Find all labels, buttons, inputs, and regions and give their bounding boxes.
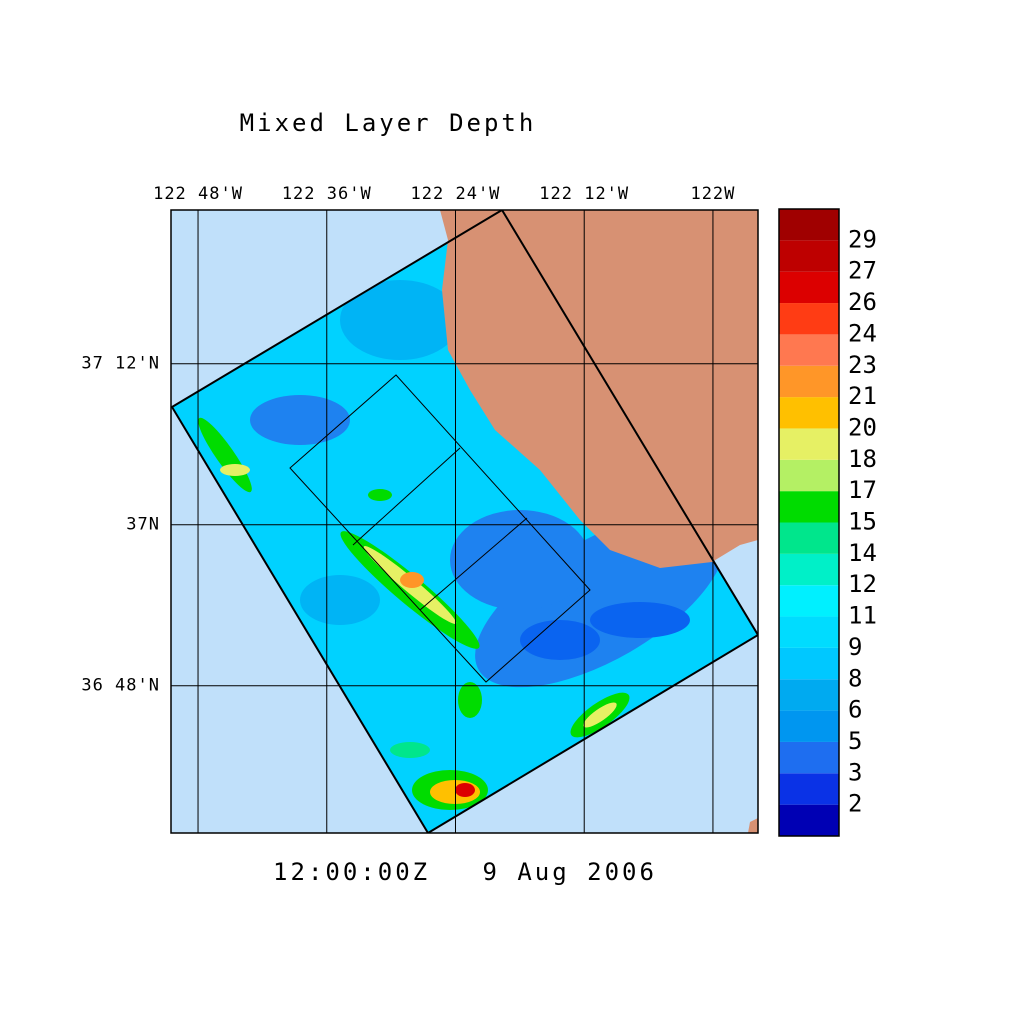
y-tick-label: 37N [126, 515, 160, 535]
colorbar-segment [779, 334, 839, 366]
land [748, 818, 758, 833]
colorbar-segment [779, 647, 839, 680]
land [440, 210, 758, 568]
x-tick-label: 122 48'W [153, 184, 243, 204]
title: Mixed Layer Depth [240, 109, 537, 137]
colorbar-label: 15 [848, 508, 877, 536]
colorbar-label: 18 [848, 445, 877, 473]
colorbar-label: 23 [848, 351, 877, 379]
colorbar-label: 14 [848, 539, 877, 567]
colorbar-segment [779, 679, 839, 711]
sub-domains [289, 374, 591, 683]
colorbar-label: 24 [848, 319, 877, 347]
x-tick-label: 122W [690, 184, 735, 204]
colorbar-segment [779, 240, 839, 272]
colorbar-segment [779, 585, 839, 617]
x-tick-label: 122 12'W [539, 184, 629, 204]
colorbar-segment [779, 553, 839, 586]
time-label: 12:00:00Z 9 Aug 2006 [273, 858, 657, 886]
domain-outline [171, 210, 758, 833]
colorbar-segment [779, 773, 839, 805]
colorbar-frame [778, 208, 840, 837]
colorbar-segment [779, 303, 839, 335]
colorbar-label: 11 [848, 602, 877, 630]
x-tick-label: 122 24'W [411, 184, 501, 204]
colorbar-segment [779, 459, 839, 492]
colorbar-segment [779, 522, 839, 554]
y-tick-label: 36 48'N [81, 676, 160, 696]
colorbar-label: 9 [848, 633, 862, 661]
colorbar-segment [779, 397, 839, 429]
colorbar-label: 3 [848, 758, 862, 786]
colorbar-segment [779, 491, 839, 523]
colorbar-segment [779, 428, 839, 460]
y-tick-label: 37 12'N [81, 354, 160, 374]
colorbar-label: 20 [848, 413, 877, 441]
colorbar-label: 5 [848, 727, 862, 755]
x-tick-label: 122 36'W [282, 184, 372, 204]
colorbar-segment [779, 271, 839, 304]
colorbar-label: 8 [848, 664, 862, 692]
grid [171, 210, 758, 833]
colorbar-label: 17 [848, 476, 877, 504]
colorbar-label: 21 [848, 382, 877, 410]
colorbar-segment [779, 710, 839, 742]
colorbar-label: 29 [848, 225, 877, 253]
colorbar-label: 6 [848, 696, 862, 724]
colorbar-segment [779, 741, 839, 774]
colorbar-segment [779, 209, 839, 241]
colorbar-label: 26 [848, 288, 877, 316]
colorbar-segment [779, 616, 839, 648]
map-area [171, 210, 758, 833]
colorbar-label: 27 [848, 257, 877, 285]
colorbar-segment [779, 365, 839, 398]
colorbar-label: 2 [848, 790, 862, 818]
map-frame [170, 209, 759, 834]
colorbar-label: 12 [848, 570, 877, 598]
colorbar-segment [779, 804, 839, 836]
